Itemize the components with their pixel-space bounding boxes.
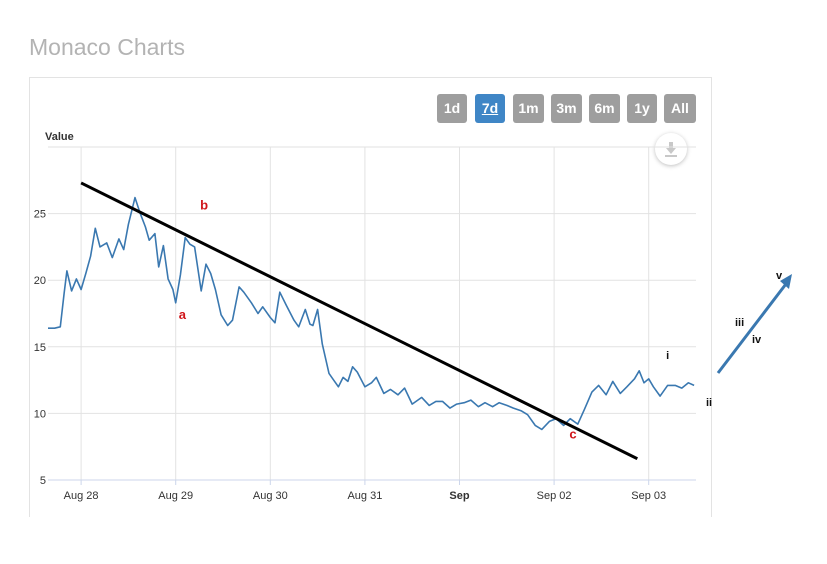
axis-layer: 5 10 15 20 25 Aug 28 Aug 29 Aug 30 Aug 31 Sep Sep … xyxy=(34,209,696,502)
wave-label-c: c xyxy=(569,427,576,442)
forecast-arrow xyxy=(716,279,791,374)
range-button-all[interactable]: All xyxy=(664,94,696,123)
chart-panel xyxy=(29,77,712,517)
wave-label-a: a xyxy=(179,307,187,322)
y-tick-label: 10 xyxy=(34,408,46,420)
forecast-layer: ii iii iv v xyxy=(706,270,792,409)
y-axis-title: Value xyxy=(45,131,74,143)
range-button-1d[interactable]: 1d xyxy=(437,94,467,123)
forecast-label-iii: iii xyxy=(735,317,744,329)
page-title: Monaco Charts xyxy=(29,34,185,60)
download-button[interactable] xyxy=(655,133,687,165)
y-tick-label: 20 xyxy=(34,275,46,287)
x-tick-label: Aug 31 xyxy=(347,490,382,502)
y-tick-label: 15 xyxy=(34,342,46,354)
forecast-label-v: v xyxy=(776,270,783,282)
range-button-1y[interactable]: 1y xyxy=(627,94,657,123)
label-layer: a b c i xyxy=(179,198,669,442)
range-button-7d[interactable]: 7d xyxy=(475,94,505,123)
series-line xyxy=(48,196,695,431)
forecast-label-ii: ii xyxy=(706,397,712,409)
download-icon xyxy=(665,142,677,157)
x-tick-label: Aug 28 xyxy=(64,490,99,502)
x-tick-label: Aug 30 xyxy=(253,490,288,502)
y-tick-label: 5 xyxy=(40,475,46,487)
wave-label-i: i xyxy=(666,350,669,362)
range-button-3m[interactable]: 3m xyxy=(551,94,582,123)
x-tick-label: Sep xyxy=(449,490,469,502)
forecast-label-iv: iv xyxy=(752,334,762,346)
x-tick-label: Sep 02 xyxy=(537,490,572,502)
trendline xyxy=(80,181,639,461)
forecast-arrowhead xyxy=(780,274,792,289)
grid-layer xyxy=(48,146,696,481)
x-tick-label: Sep 03 xyxy=(631,490,666,502)
range-button-1m[interactable]: 1m xyxy=(513,94,544,123)
wave-label-b: b xyxy=(200,198,208,213)
x-tick-label: Aug 29 xyxy=(158,490,193,502)
range-button-6m[interactable]: 6m xyxy=(589,94,620,123)
y-tick-label: 25 xyxy=(34,209,46,221)
